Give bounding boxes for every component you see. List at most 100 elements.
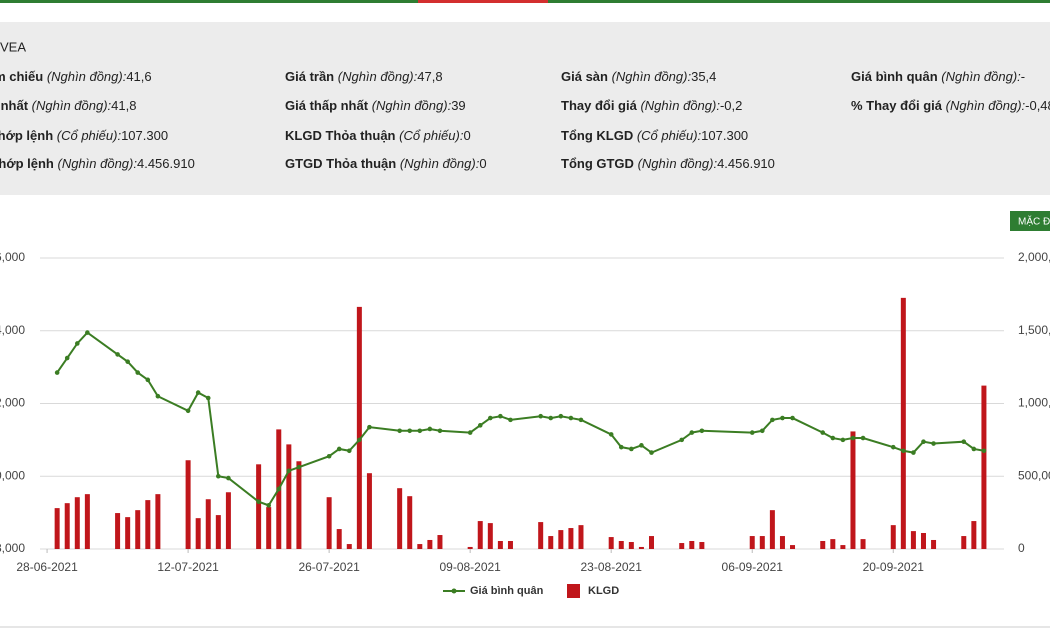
stat-label: Giá cao nhất — [0, 98, 29, 113]
price-point — [135, 370, 141, 375]
bar — [931, 539, 937, 549]
price-point — [820, 430, 826, 435]
price-point — [508, 417, 513, 423]
price-point — [961, 439, 967, 444]
x-tick-label: 09-08-2021 — [439, 560, 501, 574]
bar — [790, 545, 796, 549]
bar — [850, 431, 856, 549]
price-point — [498, 413, 503, 419]
price-point — [357, 437, 362, 443]
legend-dot — [451, 588, 457, 594]
legend-label: KLGD — [588, 585, 619, 597]
bar — [769, 510, 775, 549]
info-panel — [0, 22, 1050, 195]
stat-value: -0,48 — [1025, 98, 1050, 113]
stat-label: Thay đổi giá — [561, 98, 638, 113]
y-tick-label: 46,000 — [0, 250, 25, 264]
stat-value: 4.456.910 — [717, 156, 775, 171]
y2-tick-label: 0 — [1018, 541, 1025, 555]
bar — [759, 536, 765, 549]
price-point — [427, 426, 433, 432]
bar — [920, 532, 926, 549]
stat: GTGD khớp lệnh (Nghìn đồng):4.456.910 — [0, 156, 195, 171]
stat-unit: (Cổ phiếu): — [637, 128, 702, 143]
price-point — [145, 377, 151, 383]
ticker: VEA — [0, 39, 26, 54]
stat-label: Giá thấp nhất — [285, 98, 369, 113]
default-button[interactable] — [1010, 211, 1050, 231]
price-point — [54, 370, 60, 375]
y2-tick-label: 1,500,000 — [1018, 323, 1050, 337]
price-point — [578, 417, 584, 423]
y2-tick-label: 500,000 — [1018, 468, 1050, 482]
bar — [860, 539, 866, 549]
bar — [286, 444, 292, 549]
price-point — [830, 435, 836, 441]
price-point — [760, 428, 765, 434]
price-point — [618, 444, 624, 450]
bar — [366, 473, 372, 549]
stat-label: % Thay đổi giá — [851, 98, 943, 113]
price-point — [195, 390, 201, 395]
price-point — [437, 428, 443, 434]
price-point — [205, 395, 211, 401]
stat-unit: (Nghìn đồng): — [400, 156, 480, 171]
bar — [185, 460, 191, 549]
y-tick-label: 42,000 — [0, 396, 25, 410]
bar — [971, 521, 977, 549]
price-point — [407, 428, 413, 434]
stat: Giá sàn (Nghìn đồng):35,4 — [561, 69, 716, 84]
stat-unit: (Nghìn đồng): — [32, 98, 112, 113]
stat: GTGD Thỏa thuận (Nghìn đồng):0 — [285, 156, 487, 171]
stat-unit: (Cổ phiếu): — [399, 128, 464, 143]
price-point — [115, 352, 120, 357]
default-button-label[interactable]: MẶC ĐỊNH — [1018, 215, 1050, 228]
bar — [497, 540, 503, 549]
bar — [628, 542, 634, 549]
bar — [256, 464, 262, 549]
stat-value: 107.300 — [121, 128, 168, 143]
bar — [779, 536, 785, 549]
price-point — [608, 432, 614, 437]
bar — [507, 540, 513, 549]
price-point — [286, 468, 292, 474]
stat-value: 0 — [479, 156, 486, 171]
price-point — [64, 355, 70, 361]
stat-value: 0 — [463, 128, 470, 143]
price-point — [266, 503, 271, 508]
stat-label: Tổng KLGD — [561, 128, 633, 143]
y-tick-label: 40,000 — [0, 468, 25, 482]
bar — [195, 518, 201, 549]
price-point — [931, 441, 936, 446]
price-point — [125, 359, 130, 364]
price-point — [689, 430, 695, 435]
stat-value: -0,2 — [720, 98, 742, 113]
bar — [890, 525, 896, 549]
bar — [820, 540, 826, 549]
stat-label: Giá trần — [285, 69, 334, 84]
price-point — [467, 430, 473, 435]
stat-value: 35,4 — [691, 69, 716, 84]
bar — [266, 507, 272, 549]
price-point — [921, 439, 926, 444]
price-point — [488, 415, 493, 421]
price-point — [296, 464, 302, 470]
price-point — [477, 423, 483, 428]
bar — [558, 530, 564, 549]
price-point — [971, 446, 977, 452]
bar — [427, 539, 433, 549]
price-point — [780, 415, 785, 421]
bar — [145, 500, 151, 549]
stat-unit: (Nghìn đồng): — [612, 69, 692, 84]
price-point — [850, 435, 856, 441]
stat: Giá thấp nhất (Nghìn đồng):39 — [285, 98, 466, 113]
stat: Giá bình quân (Nghìn đồng):- — [851, 69, 1025, 84]
x-tick-label: 28-06-2021 — [16, 560, 78, 574]
stat-label: Giá tham chiếu — [0, 69, 43, 84]
price-point — [548, 415, 554, 421]
bar — [699, 542, 705, 549]
stat-label: KLGD Thỏa thuận — [285, 128, 396, 143]
stat-label: Giá bình quân — [851, 69, 938, 84]
y-tick-label: 44,000 — [0, 323, 25, 337]
price-point — [85, 330, 90, 335]
